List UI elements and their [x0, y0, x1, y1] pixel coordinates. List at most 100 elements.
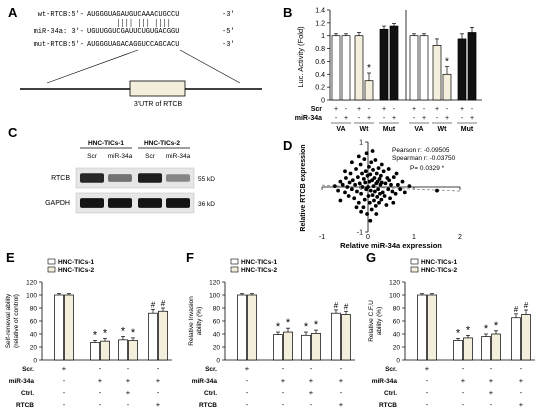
bar — [118, 339, 128, 361]
mir-sign: + — [422, 115, 426, 122]
condition-sign: - — [340, 388, 343, 397]
condition-sign: - — [63, 400, 66, 409]
condition-sign: - — [157, 388, 160, 397]
scatter-point — [350, 160, 354, 165]
stat-annotation: P= 0.0329 * — [410, 165, 445, 172]
scatter-point — [347, 180, 352, 185]
y-tick-label: 40 — [393, 332, 401, 339]
scatter-point — [340, 182, 345, 187]
condition-sign: + — [339, 376, 344, 385]
condition-sign: - — [127, 364, 130, 373]
group-label: Mut — [383, 126, 396, 133]
scatter-point — [368, 172, 373, 177]
scatter-point — [361, 205, 366, 210]
bar — [331, 35, 341, 101]
scatter-point — [390, 189, 395, 194]
scatter-point — [343, 190, 347, 195]
legend-swatch — [410, 266, 419, 273]
bar — [273, 334, 283, 361]
scatter-point — [369, 160, 374, 165]
x-tick-label: 0 — [366, 234, 370, 241]
y-tick-label: 120 — [389, 280, 400, 287]
condition-sign: - — [490, 400, 493, 409]
legend-label: HNC-TICs-2 — [241, 267, 277, 274]
scatter-point — [370, 149, 375, 153]
legend-swatch — [230, 266, 239, 273]
blot-band-gapdh — [166, 198, 190, 208]
y-axis-label: Relative Invasion — [188, 296, 195, 346]
condition-sign: - — [246, 400, 249, 409]
significance-mark: * — [276, 321, 281, 333]
condition-sign: - — [520, 388, 523, 397]
y-tick-label: 0 — [33, 358, 37, 365]
bar — [389, 25, 399, 101]
scatter-point — [375, 179, 380, 184]
significance-mark: * — [286, 317, 291, 329]
condition-sign: - — [282, 400, 285, 409]
mir34a-end: -5' — [222, 28, 235, 36]
blot-row-rtcb: RTCB — [51, 175, 70, 182]
lane-label-1: Scr — [87, 153, 98, 160]
bar — [158, 310, 168, 361]
scatter-point — [355, 189, 359, 194]
mir-sign: - — [461, 115, 464, 122]
scatter-point — [358, 162, 363, 167]
significance-mark: * — [456, 328, 461, 340]
y-tick-label: 0.2 — [315, 85, 325, 92]
scatter-point — [359, 191, 363, 196]
y-tick-label: 0 — [396, 358, 400, 365]
scatter-point — [338, 198, 343, 203]
scatter-point — [391, 200, 396, 205]
scatter-point — [379, 197, 384, 202]
mir-sign: + — [344, 115, 348, 122]
significance-mark: # — [344, 302, 349, 311]
scatter-point — [371, 168, 375, 172]
y-tick-label: 60 — [30, 319, 38, 326]
condition-sign: - — [246, 388, 249, 397]
panel-letter-b: B — [283, 5, 292, 20]
y-tick-label: 1 — [321, 33, 325, 40]
scatter-point — [359, 209, 363, 214]
significance-mark: * — [367, 63, 371, 74]
group-label: Mut — [461, 126, 474, 133]
blot-bands — [80, 173, 190, 208]
significance-mark: * — [445, 57, 449, 68]
condition-row-label: RTCB — [379, 402, 397, 409]
scatter-point — [362, 197, 367, 202]
scatter-point — [370, 193, 375, 198]
scatter-point — [361, 177, 366, 181]
y-tick-label: 80 — [213, 306, 221, 313]
bar — [148, 312, 158, 361]
condition-sign: - — [426, 388, 429, 397]
blot-band-rtcb — [166, 174, 190, 182]
bar — [457, 38, 467, 101]
y-tick-label: 80 — [30, 306, 38, 313]
scatter-point — [357, 181, 362, 186]
condition-sign: - — [340, 364, 343, 373]
scatter-point — [377, 200, 381, 205]
bar — [341, 314, 351, 361]
mut-rtcb-end: -3' — [222, 41, 235, 49]
mut-rtcb-label: mut-RTCB:5'- — [34, 41, 84, 49]
y-axis-label: ability (%) — [376, 307, 383, 336]
scatter-point — [332, 184, 337, 189]
legend-label: HNC-TICs-2 — [58, 267, 94, 274]
scatter-point — [384, 203, 389, 207]
panel-letter-f: F — [186, 250, 194, 265]
y-tick-label: 0 — [216, 358, 220, 365]
scr-sign: - — [393, 106, 396, 113]
bar — [90, 342, 100, 361]
scatter-point — [407, 184, 412, 189]
stat-annotation: Spearman r: -0.03750 — [392, 155, 456, 162]
blot-strip-rtcb — [75, 167, 195, 189]
condition-row-label: Ctrl. — [204, 390, 217, 397]
mir-sign: + — [392, 115, 396, 122]
significance-mark: # — [514, 305, 519, 314]
scatter-point — [355, 175, 360, 180]
scatter-point — [346, 194, 351, 198]
group-label: Wt — [438, 126, 448, 133]
row-label-scr: Scr — [311, 106, 323, 113]
panel-letter-a: A — [8, 5, 18, 20]
bar — [237, 294, 247, 361]
